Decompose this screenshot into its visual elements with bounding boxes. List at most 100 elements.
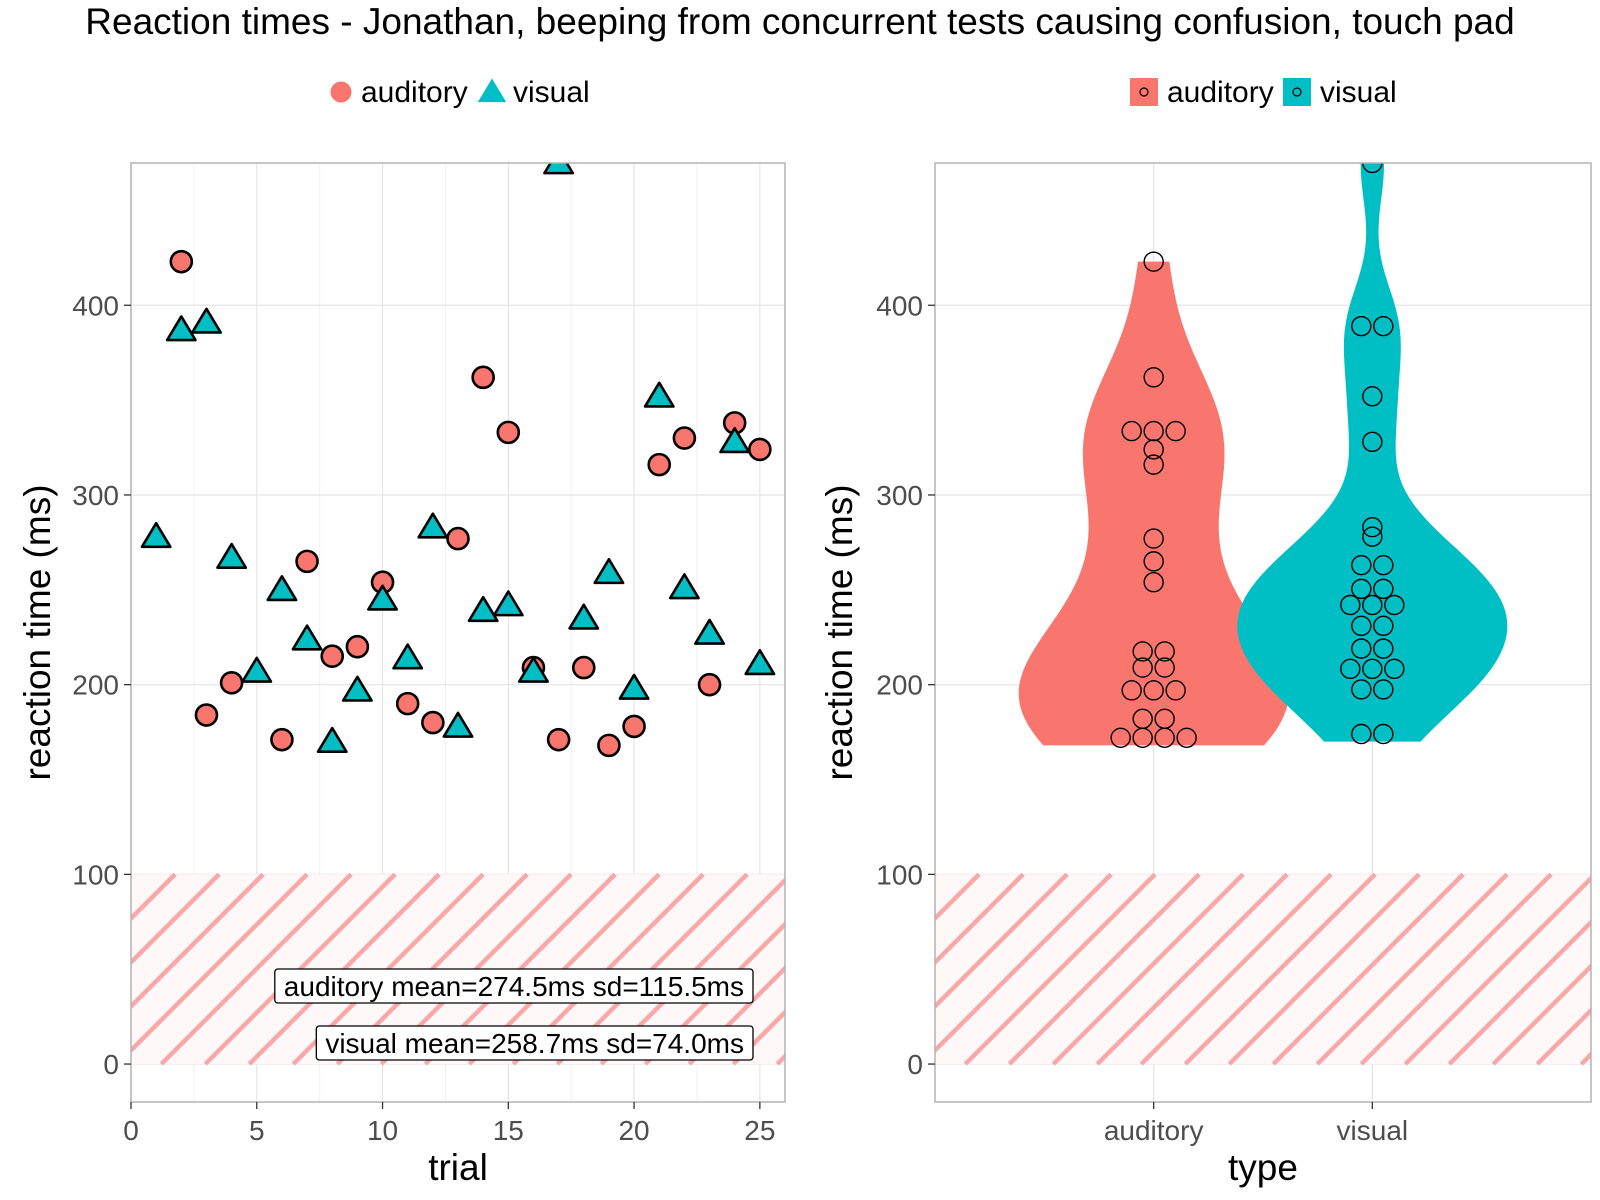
- y-tick-label: 200: [876, 670, 923, 701]
- auditory-stats-label: auditory mean=274.5ms sd=115.5ms: [284, 971, 744, 1002]
- visual-point: [291, 624, 323, 651]
- x-axis-title: trial: [428, 1147, 488, 1188]
- hatched-region: [935, 872, 1591, 1066]
- violin-panel-border: [934, 162, 1592, 1103]
- auditory-point: [748, 437, 772, 462]
- visual-dot: [1384, 594, 1405, 616]
- violins: [1018, 163, 1508, 748]
- hatch-line: [1227, 872, 1421, 1066]
- auditory-dot: [1176, 727, 1197, 748]
- visual-dot: [1351, 615, 1372, 637]
- hatch-line: [131, 872, 221, 966]
- auditory-point: [295, 549, 319, 574]
- visual-point: [241, 656, 273, 683]
- violin-panel: 0 100 200 300 400 auditory visual type reaction …: [819, 162, 1592, 1188]
- auditory-dot: [1143, 551, 1164, 572]
- hatch-line: [731, 1009, 785, 1066]
- hatch-line: [1403, 875, 1591, 1066]
- visual-dot: [1362, 386, 1383, 407]
- legend-auditory-dot: [1139, 87, 1149, 97]
- visual-dot: [1373, 578, 1394, 600]
- visual-point: [140, 521, 172, 549]
- visual-dot: [1362, 163, 1383, 174]
- legend-visual-label: visual: [1320, 76, 1397, 109]
- x-tick-label: 5: [249, 1115, 265, 1146]
- y-tick-label: 0: [907, 1049, 923, 1080]
- hatch-line: [131, 872, 265, 1010]
- visual-dot: [1362, 517, 1383, 538]
- visual-dot: [1373, 723, 1394, 745]
- visual-point: [593, 557, 625, 585]
- auditory-dot: [1143, 572, 1164, 593]
- auditory-point: [597, 733, 621, 758]
- auditory-point: [421, 710, 445, 735]
- hatch-line: [963, 872, 1157, 1066]
- legend-auditory-key: [330, 81, 352, 103]
- visual-stats-label: visual mean=258.7ms sd=74.0ms: [325, 1028, 744, 1059]
- legend-auditory-label: auditory: [361, 76, 468, 109]
- auditory-point: [320, 644, 345, 669]
- visual-point: [417, 512, 449, 539]
- auditory-dot: [1143, 528, 1164, 549]
- y-tick-label: 400: [72, 290, 119, 321]
- auditory-dot: [1154, 657, 1175, 678]
- visual-dot: [1373, 315, 1394, 337]
- visual-point: [643, 381, 675, 408]
- y-tick-label: 100: [876, 859, 923, 890]
- visual-point: [618, 673, 650, 700]
- visual-dot: [1362, 594, 1383, 616]
- legend-visual-key: [477, 78, 507, 103]
- visual-dot: [1351, 315, 1372, 337]
- hatch-line: [1359, 872, 1553, 1066]
- auditory-dot: [1165, 420, 1186, 442]
- visual-point: [517, 656, 549, 683]
- visual-point: [719, 427, 751, 454]
- hatch-line: [1139, 872, 1333, 1066]
- visual-dot: [1373, 638, 1394, 659]
- visual-dot: [1373, 615, 1394, 637]
- y-axis-title: reaction time (ms): [17, 484, 58, 780]
- auditory-dot: [1143, 420, 1164, 442]
- visual-dot: [1362, 658, 1383, 680]
- visual-point: [492, 590, 524, 617]
- hatch-line: [1183, 872, 1377, 1066]
- y-tick-label: 400: [876, 290, 923, 321]
- visual-dot: [1384, 658, 1405, 680]
- auditory-point: [270, 727, 294, 752]
- x-tick-label: 25: [744, 1115, 775, 1146]
- visual-point: [668, 573, 700, 600]
- x-tick-label: 20: [618, 1115, 649, 1146]
- hatch-line: [935, 872, 1069, 1010]
- auditory-point: [446, 526, 470, 551]
- auditory-dot: [1110, 727, 1131, 748]
- auditory-point: [647, 452, 672, 477]
- visual-point: [216, 542, 248, 569]
- auditory-dot: [1132, 641, 1153, 662]
- y-tick-label: 0: [103, 1049, 119, 1080]
- auditory-dot: [1165, 680, 1186, 701]
- visual-dot: [1340, 594, 1361, 616]
- auditory-dot: [1121, 680, 1142, 701]
- auditory-dot: [1143, 680, 1164, 701]
- visual-dot: [1362, 431, 1383, 453]
- hatch-line: [1491, 963, 1591, 1066]
- auditory-point: [345, 634, 370, 659]
- x-tick-label: 0: [123, 1115, 139, 1146]
- visual-point: [266, 575, 298, 602]
- x-axis-title: type: [1228, 1147, 1298, 1188]
- auditory-point: [194, 703, 219, 727]
- visual-point: [694, 618, 726, 645]
- hatch-line: [131, 874, 133, 878]
- visual-violin: [1237, 163, 1508, 742]
- hatch-line: [1051, 872, 1245, 1066]
- x-tick-label: visual: [1337, 1115, 1409, 1146]
- legend-visual-key: [1283, 78, 1311, 106]
- legend-violin: auditory visual: [1130, 76, 1397, 109]
- auditory-point: [571, 655, 596, 680]
- auditory-point: [672, 426, 697, 450]
- hatched-region-fill: [935, 874, 1591, 1065]
- visual-point: [316, 726, 348, 754]
- legend-scatter: auditory visual: [330, 76, 590, 109]
- hatch-line: [1095, 872, 1289, 1066]
